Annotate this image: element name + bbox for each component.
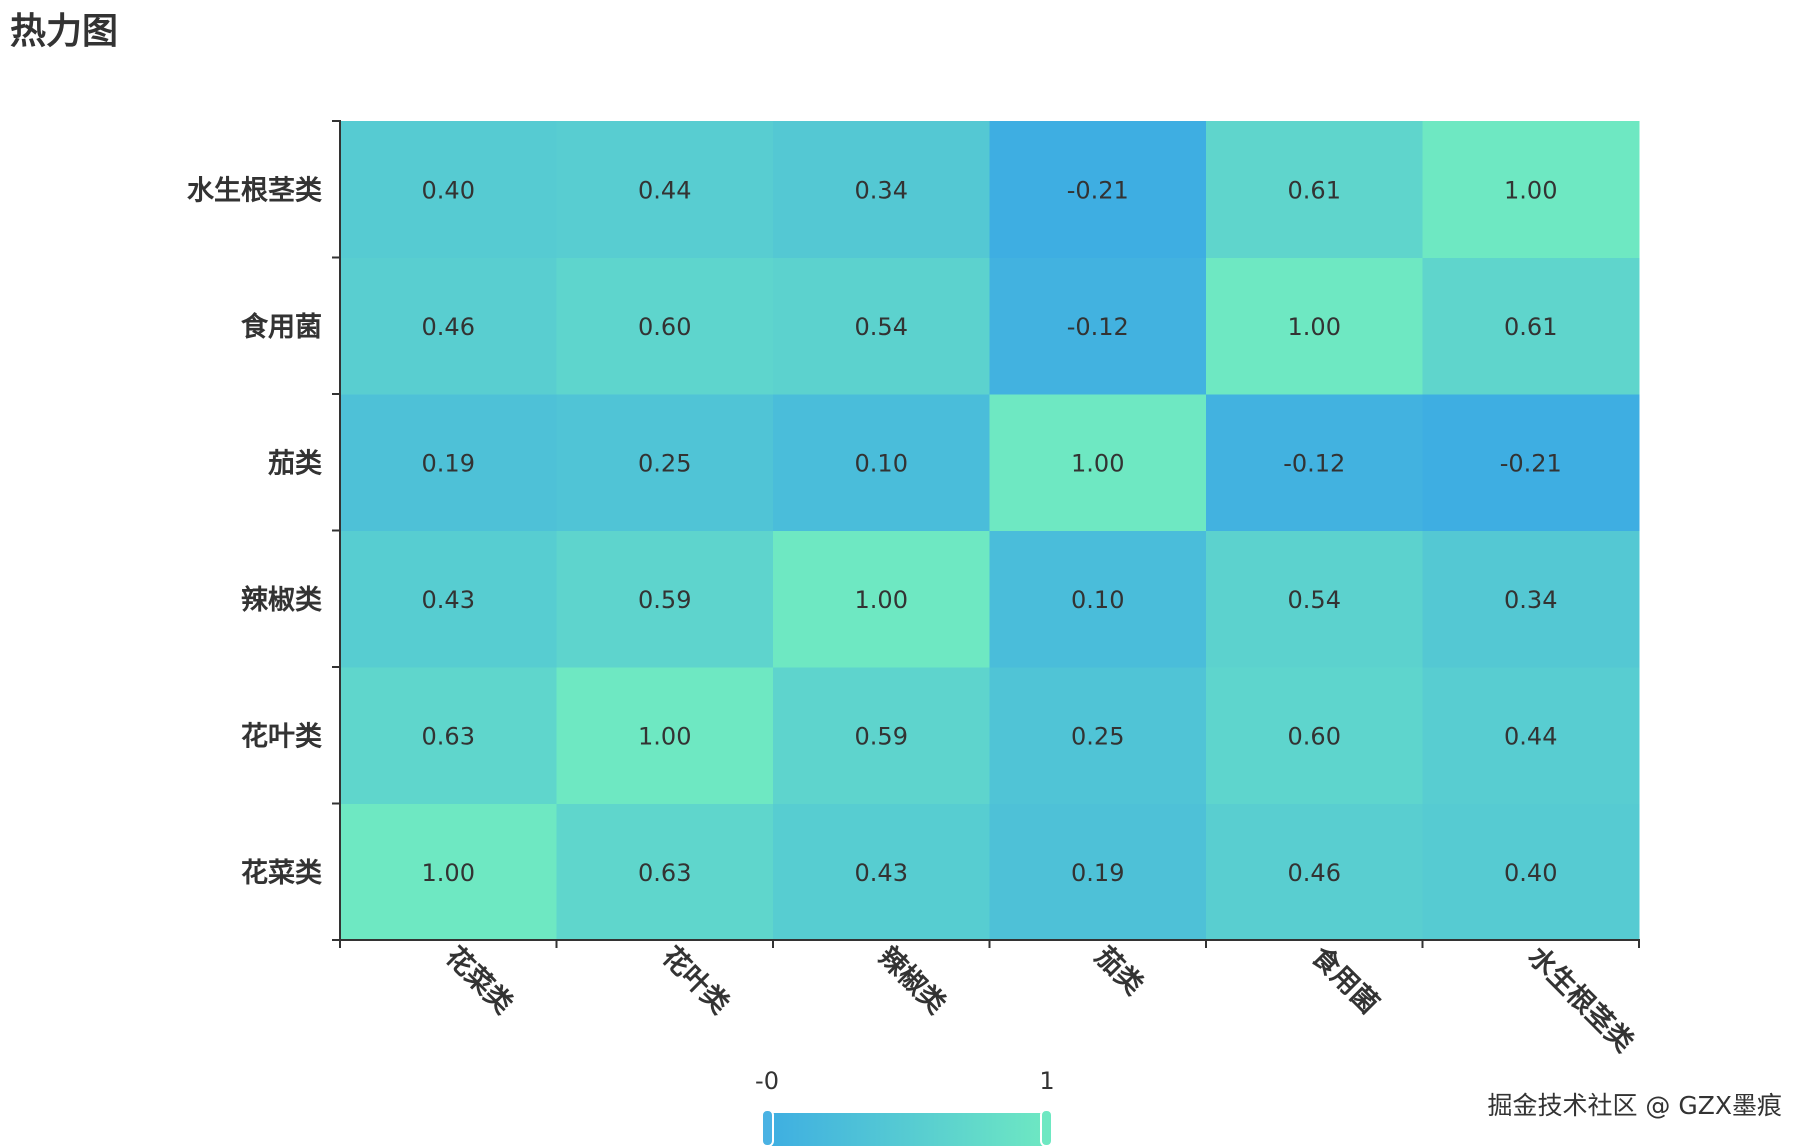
heatmap-cell[interactable] (1422, 803, 1640, 941)
heatmap-cell-label: 0.46 (1288, 859, 1341, 887)
heatmap-cell[interactable] (989, 667, 1207, 804)
heatmap-cell-label: 1.00 (1288, 313, 1341, 341)
heatmap-cell[interactable] (340, 257, 557, 395)
heatmap-cell[interactable] (556, 121, 774, 258)
heatmap-cell-label: 0.19 (422, 449, 475, 477)
y-axis-label: 食用菌 (241, 311, 322, 343)
heatmap-cell[interactable] (556, 530, 774, 668)
heatmap-cell-label: 0.40 (422, 176, 475, 204)
heatmap-cell[interactable] (1206, 394, 1423, 531)
heatmap-cell[interactable] (773, 257, 990, 395)
heatmap-cell-label: 1.00 (638, 722, 691, 750)
heatmap-cell[interactable] (989, 530, 1207, 668)
y-axis-label: 辣椒类 (241, 584, 322, 616)
heatmap-cell[interactable] (340, 394, 557, 531)
heatmap-cell[interactable] (1206, 667, 1423, 804)
visual-map[interactable]: -0 1 (755, 1067, 1055, 1146)
visual-map-max-label: 1 (1039, 1067, 1054, 1095)
x-axis-label: 水生根茎类 (1522, 941, 1639, 1058)
heatmap-cell-label: 0.44 (1504, 722, 1557, 750)
heatmap-cell[interactable] (773, 667, 990, 804)
heatmap-cell-label: -0.12 (1283, 449, 1345, 477)
heatmap-cell-label: 0.54 (1288, 586, 1341, 614)
heatmap-cell[interactable] (1422, 530, 1640, 668)
heatmap-cell[interactable] (340, 667, 557, 804)
heatmap-cells (340, 121, 1640, 941)
heatmap-cell-label: 0.25 (1071, 722, 1124, 750)
heatmap-cell-label: 0.40 (1504, 859, 1557, 887)
x-axis-label: 茄类 (1089, 941, 1149, 1001)
heatmap-cell[interactable] (1206, 803, 1423, 941)
heatmap-cell[interactable] (1206, 530, 1423, 668)
visual-map-gradient-bar (767, 1113, 1047, 1146)
x-axis-label: 食用菌 (1305, 940, 1385, 1020)
heatmap-cell-label: 0.34 (855, 176, 908, 204)
y-axis-label: 水生根茎类 (187, 175, 322, 206)
heatmap-cell-labels: 1.00 0.63 0.43 0.19 0.46 0.40 0.63 1.00 0.59 0.25… (422, 176, 1562, 887)
heatmap-cell[interactable] (1422, 394, 1640, 531)
heatmap-cell-label: 0.60 (1288, 722, 1341, 750)
heatmap-cell-label: 0.59 (638, 586, 691, 614)
heatmap-cell-label: 0.63 (422, 722, 475, 750)
y-axis-label: 茄类 (268, 448, 322, 479)
heatmap-cell[interactable] (556, 394, 774, 531)
heatmap-cell[interactable] (989, 121, 1207, 258)
heatmap-cell[interactable] (556, 257, 774, 395)
heatmap-cell[interactable] (1422, 121, 1640, 258)
heatmap-cell-label: 0.61 (1504, 313, 1557, 341)
heatmap-cell[interactable] (340, 530, 557, 668)
heatmap-cell[interactable] (773, 121, 990, 258)
x-axis-label: 辣椒类 (872, 940, 952, 1020)
heatmap-cell[interactable] (773, 394, 990, 531)
heatmap-cell-label: -0.21 (1500, 449, 1562, 477)
heatmap-cell-label: 1.00 (422, 859, 475, 887)
heatmap-cell[interactable] (556, 803, 774, 941)
heatmap-cell-label: 0.43 (422, 586, 475, 614)
visual-map-handle-high[interactable] (1040, 1109, 1053, 1146)
heatmap-cell-label: 0.44 (638, 176, 691, 204)
visual-map-min-label: -0 (755, 1067, 779, 1095)
heatmap-cell[interactable] (1206, 257, 1423, 395)
heatmap-cell-label: 1.00 (855, 586, 908, 614)
heatmap-cell-label: 0.46 (422, 313, 475, 341)
page-title: 热力图 (10, 11, 119, 52)
heatmap-cell[interactable] (1206, 121, 1423, 258)
heatmap-cell-label: 0.59 (855, 722, 908, 750)
watermark: 掘金技术社区 @ GZX墨痕 (1487, 1091, 1782, 1120)
visual-map-handle-low[interactable] (761, 1109, 774, 1146)
heatmap-cell-label: 0.34 (1504, 586, 1557, 614)
heatmap-cell[interactable] (773, 530, 990, 668)
heatmap-cell[interactable] (773, 803, 990, 941)
y-axis-label: 花菜类 (241, 858, 322, 889)
heatmap-cell-label: 1.00 (1504, 176, 1557, 204)
x-axis-label: 花菜类 (439, 941, 518, 1020)
heatmap-cell[interactable] (989, 803, 1207, 941)
heatmap-cell-label: 1.00 (1071, 449, 1124, 477)
heatmap-cell-label: 0.25 (638, 449, 691, 477)
heatmap-cell[interactable] (340, 803, 557, 941)
heatmap-cell-label: 0.19 (1071, 859, 1124, 887)
heatmap-cell-label: 0.63 (638, 859, 691, 887)
heatmap-cell[interactable] (340, 121, 557, 258)
heatmap-cell-label: -0.21 (1067, 176, 1129, 204)
heatmap-cell-label: 0.43 (855, 859, 908, 887)
heatmap-cell[interactable] (1422, 667, 1640, 804)
heatmap-cell[interactable] (989, 394, 1207, 531)
heatmap-cell-label: 0.10 (1071, 586, 1124, 614)
heatmap-cell[interactable] (556, 667, 774, 804)
heatmap-cell-label: 0.54 (855, 313, 908, 341)
heatmap-cell-label: 0.61 (1288, 176, 1341, 204)
x-axis-label: 花叶类 (656, 941, 735, 1020)
heatmap-cell[interactable] (989, 257, 1207, 395)
heatmap-cell-label: -0.12 (1067, 313, 1129, 341)
heatmap-cell-label: 0.60 (638, 313, 691, 341)
y-axis-label: 花叶类 (241, 721, 322, 752)
heatmap-cell[interactable] (1422, 257, 1640, 395)
heatmap-cell-label: 0.10 (855, 449, 908, 477)
